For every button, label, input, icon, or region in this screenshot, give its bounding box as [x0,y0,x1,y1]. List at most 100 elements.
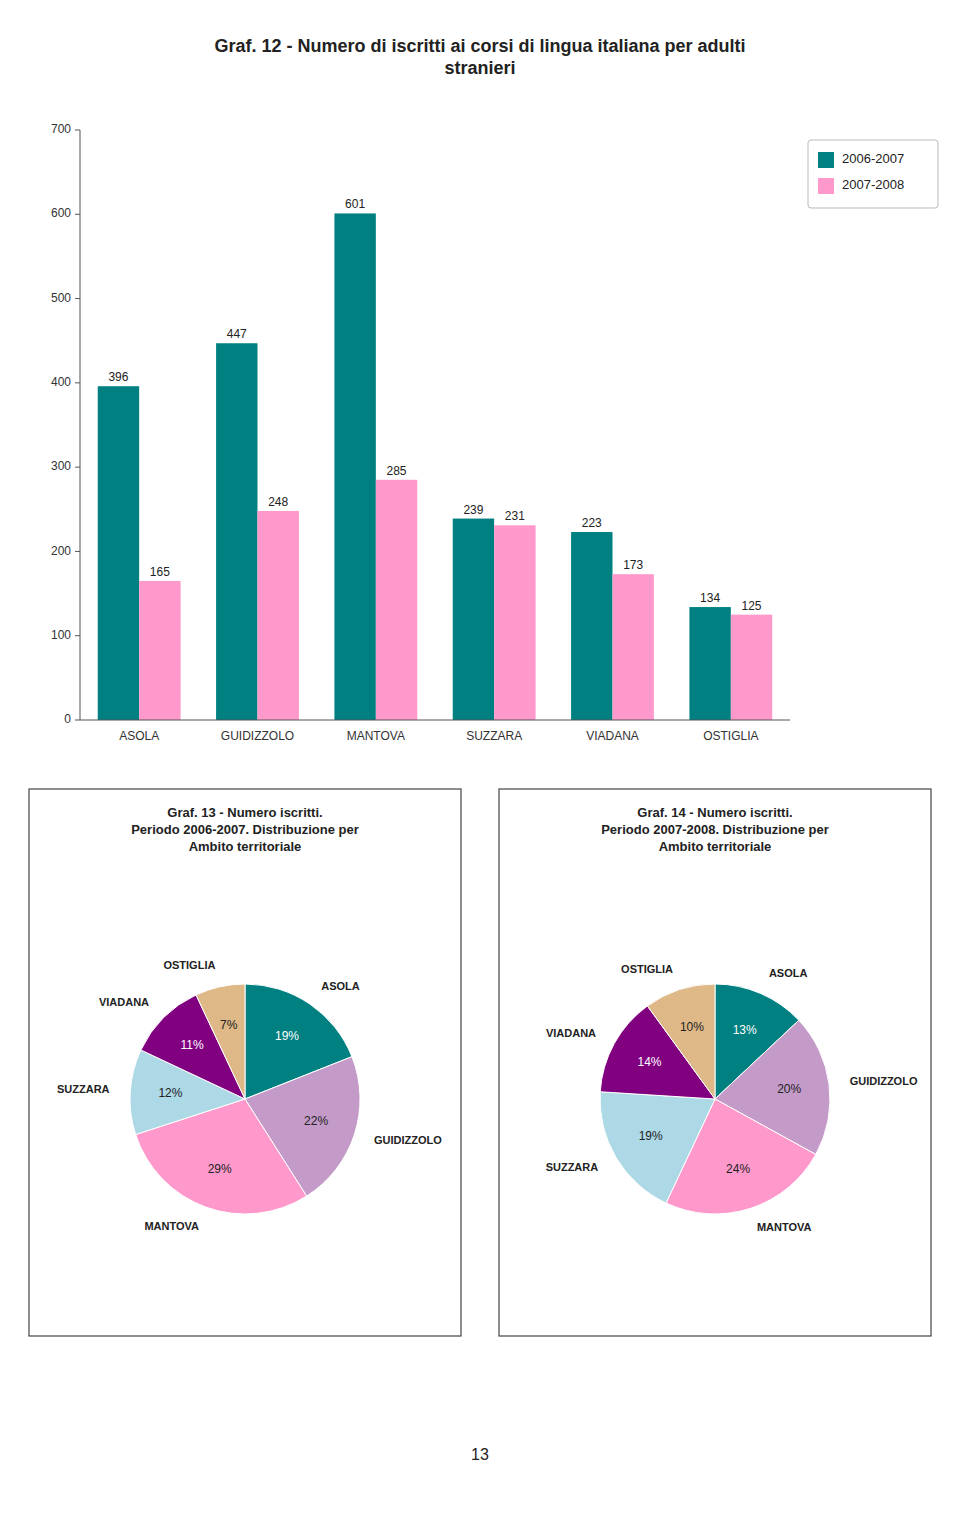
y-tick [75,635,80,636]
category-label: GUIDIZZOLO [374,1134,442,1146]
bar-labels: 396447601239223134165248285231173125 [108,197,761,612]
y-tick-label: 0 [64,712,71,726]
bar [731,615,772,720]
y-tick-label: 100 [51,628,71,642]
y-tick-label: 200 [51,544,71,558]
y-axis [80,130,81,720]
x-tick-label: OSTIGLIA [703,729,758,743]
pie-labels: 13% ASOLA 20% GUIDIZZOLO 24% MANTOVA 19% SUZZAR… [546,963,918,1233]
y-tick-label: 400 [51,375,71,389]
pie-labels: 19% ASOLA 22% GUIDIZZOLO 29% MANTOVA 12% SUZZAR… [57,959,442,1231]
data-label: 285 [387,464,407,478]
y-tick-label: 500 [51,291,71,305]
bar [98,386,139,720]
category-label: VIADANA [99,996,149,1008]
pie-slice [647,984,715,1099]
bar [334,213,375,720]
chart-title: Graf. 14 - Numero iscritti. Periodo 2007-… [601,805,829,854]
category-label: VIADANA [546,1027,596,1039]
slices [130,984,360,1214]
bar [453,519,494,720]
x-tick-label: MANTOVA [347,729,405,743]
data-label: 173 [623,558,643,572]
text-line: Graf. 12 - Numero di iscritti ai corsi d… [214,36,745,56]
pie-chart: Graf. 14 - Numero iscritti. Periodo 2007-… [499,789,931,1336]
y-tick [75,382,80,383]
y-tick-label: 700 [51,122,71,136]
x-tick-label: SUZZARA [466,729,522,743]
page: Graf. 12 - Numero di iscritti ai corsi d… [0,0,960,1518]
x-tick-label: GUIDIZZOLO [221,729,294,743]
category-label: MANTOVA [757,1221,812,1233]
data-label: 7% [220,1018,238,1032]
data-label: 134 [700,591,720,605]
chart-title: Graf. 13 - Numero iscritti. Periodo 2006-… [131,805,359,854]
data-label: 601 [345,197,365,211]
x-tick-label: VIADANA [586,729,639,743]
y-tick [75,130,80,131]
data-label: 14% [637,1055,661,1069]
pie-frame [29,789,461,1336]
text-line: Periodo 2006-2007. Distribuzione per [131,822,359,837]
category-label: OSTIGLIA [621,963,673,975]
text-line: Graf. 13 - Numero iscritti. [167,805,322,820]
legend-entry: 2006-2007 [842,151,904,166]
data-label: 396 [108,370,128,384]
text-line: Ambito territoriale [189,839,302,854]
y-tick-label: 300 [51,459,71,473]
category-label: ASOLA [769,967,808,979]
data-label: 231 [505,509,525,523]
category-label: MANTOVA [144,1220,199,1232]
data-label: 12% [158,1086,182,1100]
pie-chart: Graf. 13 - Numero iscritti. Periodo 2006-… [29,789,461,1336]
bar [258,511,299,720]
category-label: GUIDIZZOLO [850,1075,918,1087]
category-label: OSTIGLIA [163,959,215,971]
y-tick [75,298,80,299]
slices [600,984,830,1214]
legend: 2006-2007 2007-2008 [808,140,938,208]
data-label: 19% [275,1029,299,1043]
data-label: 22% [304,1114,328,1128]
text-line: Graf. 14 - Numero iscritti. [637,805,792,820]
category-label: SUZZARA [57,1083,110,1095]
text-line: Ambito territoriale [659,839,772,854]
data-label: 24% [726,1162,750,1176]
legend-entry: 2007-2008 [842,177,904,192]
bar [376,480,417,720]
data-label: 239 [463,503,483,517]
bar [139,581,180,720]
data-label: 29% [208,1162,232,1176]
category-label: ASOLA [321,980,360,992]
data-label: 11% [181,1038,204,1052]
x-tick-label: ASOLA [119,729,159,743]
y-tick [75,720,80,721]
bars [98,213,773,720]
data-label: 447 [227,327,247,341]
category-label: SUZZARA [546,1161,599,1173]
bar [571,532,612,720]
x-axis [80,720,790,721]
bar-chart: Graf. 12 - Numero di iscritti ai corsi d… [51,36,938,743]
pie-slice [600,1092,715,1203]
data-label: 248 [268,495,288,509]
data-label: 19% [639,1129,663,1143]
y-tick [75,467,80,468]
bar [689,607,730,720]
bar [613,574,654,720]
legend-swatch [818,178,834,194]
pie-frame [499,789,931,1336]
data-label: 13% [733,1023,757,1037]
data-label: 223 [582,516,602,530]
bar [216,343,257,720]
annotation: 13 [471,1446,489,1463]
bar [494,525,535,720]
data-label: 125 [742,599,762,613]
y-tick-label: 600 [51,206,71,220]
text-line: stranieri [444,58,515,78]
y-tick [75,214,80,215]
data-label: 10% [680,1020,704,1034]
data-label: 20% [777,1082,801,1096]
text-line: Periodo 2007-2008. Distribuzione per [601,822,829,837]
chart-title: Graf. 12 - Numero di iscritti ai corsi d… [214,36,745,78]
